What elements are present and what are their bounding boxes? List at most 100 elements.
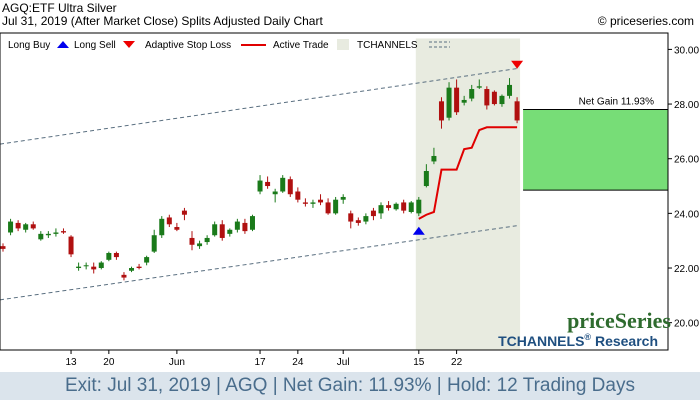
candle [386, 201, 392, 211]
x-tick-label: Jun [169, 357, 185, 368]
candle-body [401, 202, 407, 211]
candle-body [408, 202, 414, 212]
x-tick-label: 17 [254, 357, 266, 368]
candle-body [370, 210, 376, 217]
long-buy-legend-arrow-icon [57, 41, 69, 48]
candle [159, 216, 165, 238]
candle-body [45, 233, 51, 236]
candle [514, 97, 520, 124]
tchannel-upper-line [0, 68, 518, 145]
candle [166, 214, 172, 228]
candle-body [129, 268, 135, 271]
candle-body [136, 266, 142, 269]
candle-body [151, 235, 157, 252]
candle [491, 90, 497, 106]
candle [212, 221, 218, 237]
y-tick-label: 26.00 [674, 155, 699, 166]
candle [333, 196, 339, 215]
candle-body [189, 237, 195, 245]
candle-body [242, 222, 248, 232]
price-chart: Net Gain 11.93% 30.00 28.00 26.00 24.00 22.0… [0, 32, 699, 368]
candle-body [166, 217, 172, 225]
x-tick-label: 15 [413, 357, 425, 368]
candle-body [280, 177, 286, 192]
candle [15, 220, 21, 232]
candle-body [325, 202, 331, 214]
candle-body [484, 89, 490, 106]
legend-long-buy-label: Long Buy [8, 40, 50, 51]
candle-body [212, 224, 218, 236]
candle [370, 207, 376, 221]
candle [393, 202, 399, 211]
candle [106, 251, 112, 262]
candle-body [106, 252, 112, 260]
candle [363, 213, 369, 225]
candle [257, 175, 263, 195]
candle [219, 220, 225, 241]
net-gain-box [523, 109, 668, 191]
candle-body [144, 257, 150, 263]
candle-body [197, 243, 203, 247]
legend-tchannels-label: TCHANNELS [357, 40, 418, 51]
candle [197, 240, 203, 249]
candle [53, 228, 59, 237]
copyright-text: © priceseries.com [597, 14, 694, 28]
candle-body [121, 274, 127, 278]
candle [249, 214, 255, 232]
candle [378, 202, 384, 219]
candle-body [287, 179, 293, 195]
candle [446, 82, 452, 121]
candle [242, 218, 248, 234]
candle-body [469, 89, 475, 99]
candle-body [83, 265, 89, 267]
candle [151, 229, 157, 253]
candle [454, 79, 460, 115]
candle-body [91, 266, 97, 270]
legend-adaptive-stop-label: Adaptive Stop Loss [145, 40, 231, 51]
x-tick-label: 20 [103, 357, 115, 368]
legend-long-sell-label: Long Sell [74, 40, 116, 51]
candle [136, 263, 142, 270]
candle-body [310, 202, 316, 204]
long-buy-arrow-icon [412, 226, 425, 235]
candle [287, 176, 293, 197]
candle-body [0, 246, 6, 249]
candle [438, 97, 444, 129]
candle [310, 199, 316, 208]
candle [129, 266, 135, 273]
net-gain-label: Net Gain 11.93% [579, 97, 655, 108]
candle [507, 78, 513, 99]
candle [355, 217, 361, 226]
chart-subtitle: Jul 31, 2019 (After Market Close) Splits… [2, 14, 323, 28]
candle-body [38, 233, 44, 240]
candle-body [340, 196, 346, 200]
candle [272, 188, 278, 203]
candle [91, 262, 97, 274]
candle-body [8, 221, 14, 233]
priceseries-logo: priceSeries [567, 308, 671, 333]
candle [431, 147, 437, 165]
candle-body [30, 224, 36, 229]
legend: Long Buy Long Sell Adaptive Stop Loss Ac… [8, 39, 450, 51]
x-tick-label: 24 [292, 357, 304, 368]
candle [45, 231, 51, 238]
candle-body [514, 101, 520, 121]
candle [423, 164, 429, 188]
candle [181, 207, 187, 221]
candle-body [507, 84, 513, 96]
candle [461, 95, 467, 106]
candle [144, 255, 150, 266]
candle [416, 196, 422, 217]
tchannel-lower-line [0, 225, 518, 301]
candle-body [461, 99, 467, 103]
candle [401, 199, 407, 214]
trade-summary-footer: Exit: Jul 31, 2019 | AGQ | Net Gain: 11.… [0, 372, 700, 400]
candle-body [98, 262, 104, 269]
long-sell-arrow-icon [511, 60, 524, 69]
candle-body [272, 191, 278, 195]
candle [76, 262, 82, 271]
candle [0, 243, 6, 252]
candle-body [219, 224, 225, 238]
candle-body [68, 236, 74, 255]
candle-body [76, 266, 82, 269]
